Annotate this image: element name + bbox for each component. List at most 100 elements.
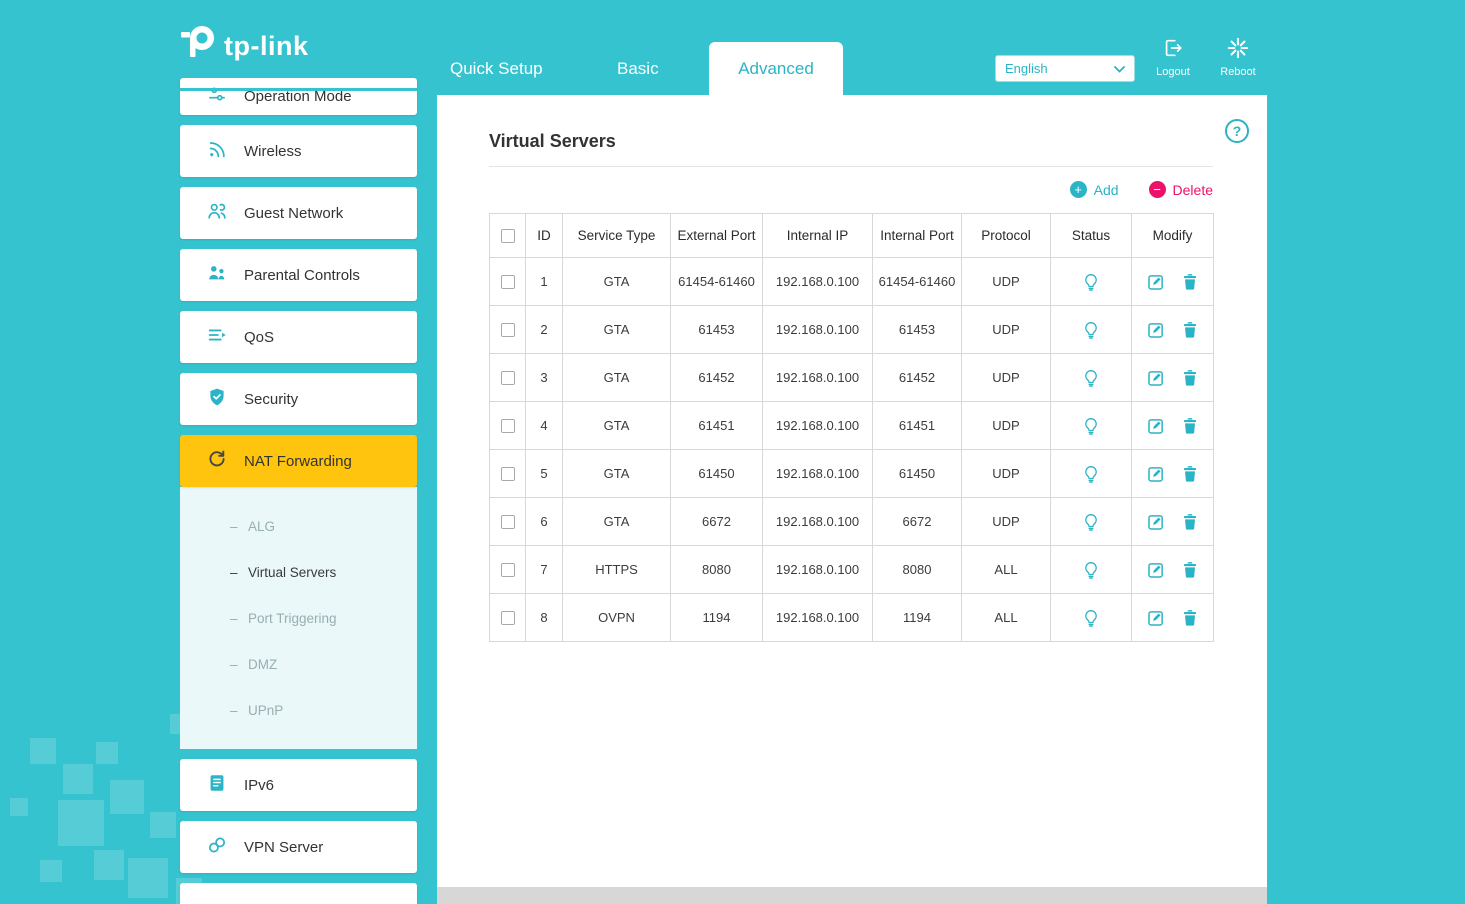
cell-internal-ip: 192.168.0.100	[762, 593, 873, 642]
trash-icon[interactable]	[1180, 512, 1200, 532]
cell-external-port: 61451	[670, 401, 763, 450]
cell-protocol: UDP	[961, 497, 1051, 546]
sidebar-item-parental-controls[interactable]: Parental Controls	[180, 249, 417, 301]
sidebar-item-vpn-server[interactable]: VPN Server	[180, 821, 417, 873]
qos-icon	[206, 324, 228, 351]
cell-protocol: ALL	[961, 593, 1051, 642]
tab-basic[interactable]: Basic	[617, 58, 659, 78]
tp-link-logo[interactable]: tp-link	[176, 22, 309, 71]
status-bulb-icon[interactable]	[1081, 512, 1101, 532]
submenu-item-port-triggering[interactable]: Port Triggering	[180, 595, 417, 641]
edit-icon[interactable]	[1146, 416, 1166, 436]
tp-link-logo-mark	[176, 22, 220, 71]
edit-icon[interactable]	[1146, 320, 1166, 340]
trash-icon[interactable]	[1180, 560, 1200, 580]
sidebar-item-qos[interactable]: QoS	[180, 311, 417, 363]
cell-id: 8	[525, 593, 563, 642]
edit-icon[interactable]	[1146, 272, 1166, 292]
chevron-down-icon	[1114, 61, 1125, 76]
reboot-icon	[1227, 37, 1249, 62]
language-dropdown[interactable]: English	[995, 55, 1135, 82]
cell-service-type: HTTPS	[562, 545, 671, 594]
cell-internal-port: 8080	[872, 545, 962, 594]
cell-protocol: UDP	[961, 401, 1051, 450]
nat-forwarding-submenu: ALG Virtual Servers Port Triggering DMZ …	[180, 487, 417, 749]
minus-icon: −	[1148, 181, 1166, 198]
trash-icon[interactable]	[1180, 272, 1200, 292]
cell-internal-port: 61452	[872, 353, 962, 402]
edit-icon[interactable]	[1146, 368, 1166, 388]
cell-protocol: UDP	[961, 257, 1051, 306]
trash-icon[interactable]	[1180, 608, 1200, 628]
cell-id: 6	[525, 497, 563, 546]
cell-internal-ip: 192.168.0.100	[762, 497, 873, 546]
cell-external-port: 8080	[670, 545, 763, 594]
submenu-item-dmz[interactable]: DMZ	[180, 641, 417, 687]
cell-internal-ip: 192.168.0.100	[762, 305, 873, 354]
status-bulb-icon[interactable]	[1081, 560, 1101, 580]
cell-external-port: 6672	[670, 497, 763, 546]
help-icon[interactable]: ?	[1225, 119, 1249, 143]
select-all-checkbox[interactable]	[500, 229, 515, 244]
sidebar-item-ipv6[interactable]: IPv6	[180, 759, 417, 811]
page-title: Virtual Servers	[489, 131, 616, 151]
brand-text: tp-link	[224, 31, 309, 61]
delete-button[interactable]: − Delete	[1148, 181, 1213, 198]
logout-button[interactable]: Logout	[1150, 37, 1196, 78]
sidebar-item-operation-mode[interactable]: Operation Mode	[180, 78, 417, 115]
edit-icon[interactable]	[1146, 512, 1166, 532]
edit-icon[interactable]	[1146, 608, 1166, 628]
col-external-port: External Port	[670, 213, 763, 258]
row-checkbox[interactable]	[500, 419, 515, 434]
tab-advanced[interactable]: Advanced	[709, 42, 843, 95]
row-checkbox[interactable]	[500, 371, 515, 386]
submenu-item-upnp[interactable]: UPnP	[180, 687, 417, 733]
trash-icon[interactable]	[1180, 464, 1200, 484]
cell-id: 7	[525, 545, 563, 594]
trash-icon[interactable]	[1180, 368, 1200, 388]
sidebar-item-partial[interactable]	[180, 883, 417, 904]
cell-id: 1	[525, 257, 563, 306]
row-checkbox[interactable]	[500, 515, 515, 530]
cell-protocol: UDP	[961, 449, 1051, 498]
sidebar-item-security[interactable]: Security	[180, 373, 417, 425]
add-button[interactable]: + Add	[1069, 181, 1119, 198]
sidebar-item-guest-network[interactable]: Guest Network	[180, 187, 417, 239]
cell-id: 2	[525, 305, 563, 354]
sidebar: Operation Mode Wireless Guest Network	[180, 78, 417, 904]
row-checkbox[interactable]	[500, 323, 515, 338]
wireless-icon	[206, 138, 228, 165]
sidebar-item-nat-forwarding[interactable]: NAT Forwarding	[180, 435, 417, 487]
cell-id: 4	[525, 401, 563, 450]
cell-internal-port: 61450	[872, 449, 962, 498]
vpn-server-icon	[206, 834, 228, 861]
tab-quick-setup[interactable]: Quick Setup	[450, 58, 543, 78]
status-bulb-icon[interactable]	[1081, 368, 1101, 388]
cell-external-port: 1194	[670, 593, 763, 642]
reboot-button[interactable]: Reboot	[1215, 37, 1261, 78]
status-bulb-icon[interactable]	[1081, 320, 1101, 340]
col-status: Status	[1050, 213, 1132, 258]
security-shield-icon	[206, 386, 228, 413]
cell-protocol: ALL	[961, 545, 1051, 594]
sidebar-item-wireless[interactable]: Wireless	[180, 125, 417, 177]
row-checkbox[interactable]	[500, 611, 515, 626]
status-bulb-icon[interactable]	[1081, 464, 1101, 484]
status-bulb-icon[interactable]	[1081, 416, 1101, 436]
submenu-item-alg[interactable]: ALG	[180, 503, 417, 549]
logout-icon	[1162, 37, 1184, 62]
virtual-servers-table: ID Service Type External Port Internal I…	[489, 213, 1214, 642]
row-checkbox[interactable]	[500, 563, 515, 578]
trash-icon[interactable]	[1180, 320, 1200, 340]
row-checkbox[interactable]	[500, 467, 515, 482]
edit-icon[interactable]	[1146, 560, 1166, 580]
header-clip-line	[180, 88, 417, 91]
status-bulb-icon[interactable]	[1081, 608, 1101, 628]
edit-icon[interactable]	[1146, 464, 1166, 484]
submenu-item-virtual-servers[interactable]: Virtual Servers	[180, 549, 417, 595]
table-actions: + Add − Delete	[489, 181, 1213, 198]
trash-icon[interactable]	[1180, 416, 1200, 436]
status-bulb-icon[interactable]	[1081, 272, 1101, 292]
row-checkbox[interactable]	[500, 275, 515, 290]
